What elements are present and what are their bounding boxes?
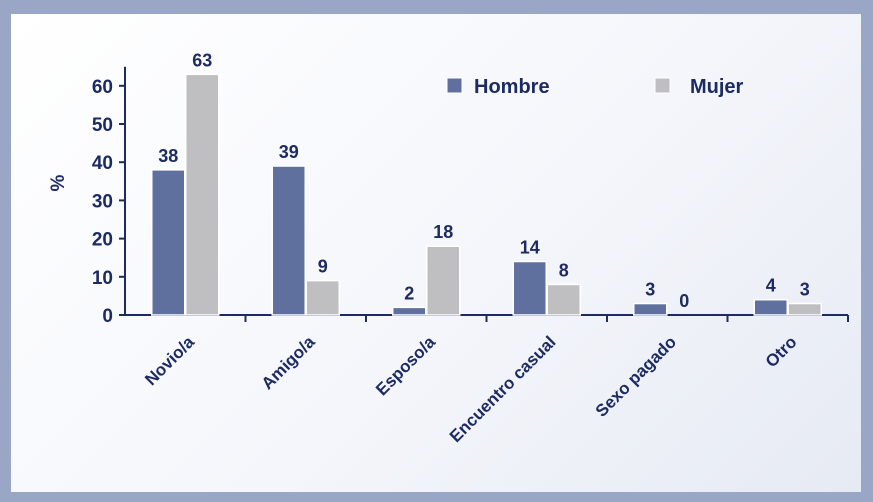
y-tick-label: 60	[92, 77, 113, 98]
data-label: 18	[433, 222, 453, 242]
legend-label-mujer: Mujer	[690, 76, 744, 98]
x-tick-label: Esposo/a	[372, 332, 439, 399]
data-label: 38	[158, 146, 178, 166]
data-label: 0	[679, 291, 689, 311]
bar-mujer-5	[787, 302, 822, 316]
bar-hombre-1	[271, 165, 306, 316]
y-tick-label: 40	[92, 153, 113, 174]
data-label: 3	[645, 280, 655, 300]
data-label: 2	[404, 283, 414, 303]
bar-hombre-3	[512, 260, 547, 316]
data-label: 4	[766, 276, 776, 296]
legend-label-hombre: Hombre	[474, 76, 550, 98]
bar-hombre-0	[151, 169, 186, 316]
data-label: 3	[800, 280, 810, 300]
bar-hombre-2	[392, 306, 427, 316]
bar-mujer-2	[426, 245, 461, 316]
y-tick-label: 30	[92, 191, 113, 212]
x-tick-label: Novio/a	[141, 332, 198, 389]
bar-mujer-3	[546, 283, 581, 316]
x-tick-label: Encuentro casual	[446, 332, 560, 446]
y-tick-label: 20	[92, 230, 113, 251]
y-tick-label: 0	[102, 306, 113, 327]
data-label: 9	[318, 257, 328, 277]
data-label: 8	[559, 260, 569, 280]
x-tick-label: Otro	[762, 332, 801, 371]
y-tick-label: 10	[92, 268, 113, 289]
legend: Hombre Mujer	[446, 76, 744, 98]
legend-swatch-mujer	[654, 77, 671, 94]
bar-hombre-4	[633, 302, 668, 316]
y-tick-label: 50	[92, 115, 113, 136]
bars	[151, 73, 822, 316]
data-label: 14	[520, 238, 540, 258]
legend-swatch-hombre	[446, 77, 463, 94]
bar-mujer-0	[185, 73, 220, 316]
data-label: 39	[279, 142, 299, 162]
bar-hombre-5	[753, 298, 788, 316]
data-labels: 38 39 2 14 3 4 63 9 18 8 0 3	[158, 50, 810, 311]
x-tick-label: Sexo pagado	[592, 332, 680, 420]
x-tick-label: Amigo/a	[258, 332, 319, 393]
y-axis-label: %	[48, 174, 69, 191]
bar-mujer-1	[305, 279, 340, 316]
data-label: 63	[192, 50, 212, 70]
